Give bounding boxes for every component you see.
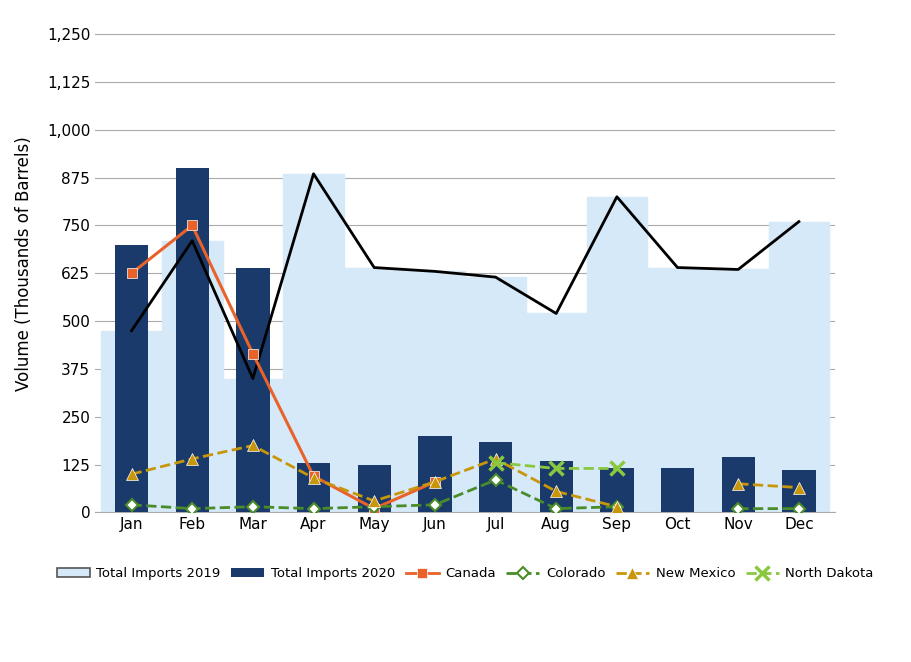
Bar bbox=[479, 442, 512, 512]
Y-axis label: Volume (Thousands of Barrels): Volume (Thousands of Barrels) bbox=[15, 136, 33, 391]
Bar bbox=[660, 469, 694, 512]
Bar bbox=[600, 469, 633, 512]
Bar bbox=[115, 244, 148, 512]
Bar bbox=[297, 463, 330, 512]
Bar bbox=[783, 471, 815, 512]
Bar bbox=[418, 436, 452, 512]
Bar bbox=[722, 457, 755, 512]
Bar bbox=[176, 168, 209, 512]
Bar bbox=[539, 461, 573, 512]
Bar bbox=[357, 465, 391, 512]
Legend: Total Imports 2019, Total Imports 2020, Canada, Colorado, New Mexico, North Dako: Total Imports 2019, Total Imports 2020, … bbox=[52, 562, 879, 585]
Bar bbox=[236, 267, 270, 512]
